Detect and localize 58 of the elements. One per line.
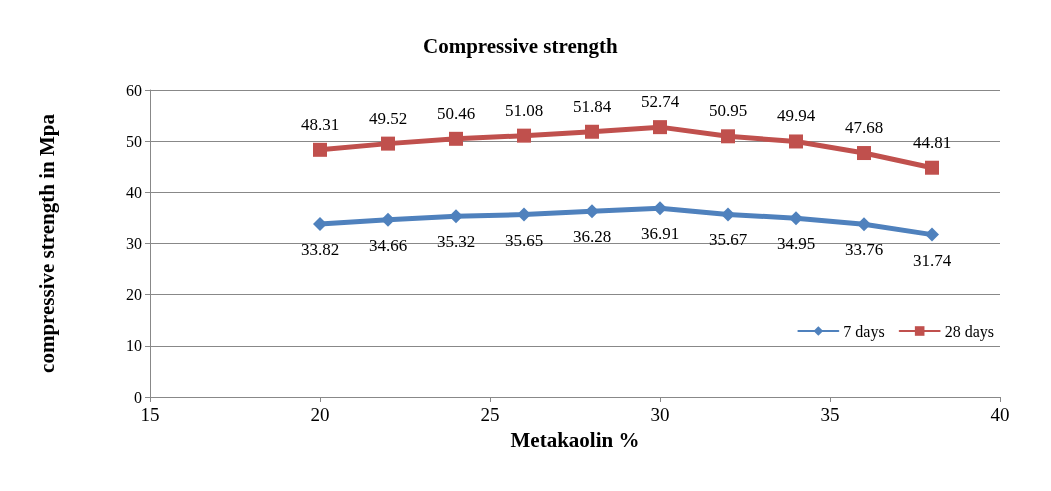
data-label: 36.91 xyxy=(640,224,680,244)
x-tick-label: 20 xyxy=(310,404,330,425)
data-label: 51.08 xyxy=(504,100,544,120)
x-tick-label: 30 xyxy=(650,404,670,425)
y-tick-label: 10 xyxy=(126,337,142,355)
y-tick-label: 30 xyxy=(126,235,142,252)
x-tick-label: 15 xyxy=(140,404,160,425)
y-axis-title: compressive strength in Mpa xyxy=(35,113,59,373)
point xyxy=(313,142,327,157)
data-label: 49.52 xyxy=(368,108,408,128)
data-label: 33.82 xyxy=(300,239,340,259)
y-tick-label: 60 xyxy=(126,81,142,99)
x-tick-label: 25 xyxy=(480,404,500,425)
chart-title: Compressive strength xyxy=(423,33,618,58)
legend-label: 28 days xyxy=(944,322,994,341)
point xyxy=(721,207,735,222)
data-label: 49.94 xyxy=(776,106,816,126)
point xyxy=(517,207,531,222)
data-label: 36.28 xyxy=(572,227,612,247)
point xyxy=(925,160,939,175)
data-label: 34.95 xyxy=(776,234,816,254)
y-tick-label: 20 xyxy=(126,286,142,304)
point xyxy=(313,216,327,231)
x-tick-label: 40 xyxy=(990,404,1010,425)
data-label: 44.81 xyxy=(912,132,952,152)
point xyxy=(585,124,599,139)
point xyxy=(721,129,735,144)
point xyxy=(585,204,599,219)
point xyxy=(857,217,871,232)
point xyxy=(653,201,667,216)
point xyxy=(517,128,531,143)
point xyxy=(381,136,395,151)
point xyxy=(381,212,395,227)
data-label: 47.68 xyxy=(844,118,884,138)
point xyxy=(857,146,871,161)
data-label: 50.95 xyxy=(708,101,748,121)
data-label: 35.65 xyxy=(504,230,544,250)
point xyxy=(449,209,463,224)
y-tick-label: 40 xyxy=(126,183,142,201)
x-tick-label: 35 xyxy=(820,404,840,425)
y-tick-label: 50 xyxy=(126,132,142,150)
data-label: 51.84 xyxy=(572,96,612,116)
point xyxy=(789,211,803,226)
data-label: 48.31 xyxy=(300,114,340,134)
data-label: 52.74 xyxy=(640,92,680,112)
data-label: 33.76 xyxy=(844,240,884,260)
y-tick-label: 0 xyxy=(134,388,142,406)
x-axis-title: Metakaolin % xyxy=(510,427,640,452)
data-label: 34.66 xyxy=(368,235,408,255)
data-label: 31.74 xyxy=(912,250,952,270)
data-label: 35.32 xyxy=(436,232,476,252)
data-label: 50.46 xyxy=(436,103,476,123)
point xyxy=(449,131,463,146)
point xyxy=(653,120,667,135)
point xyxy=(925,227,939,242)
data-label: 35.67 xyxy=(708,230,748,250)
legend-label: 7 days xyxy=(843,322,885,341)
point xyxy=(789,134,803,149)
